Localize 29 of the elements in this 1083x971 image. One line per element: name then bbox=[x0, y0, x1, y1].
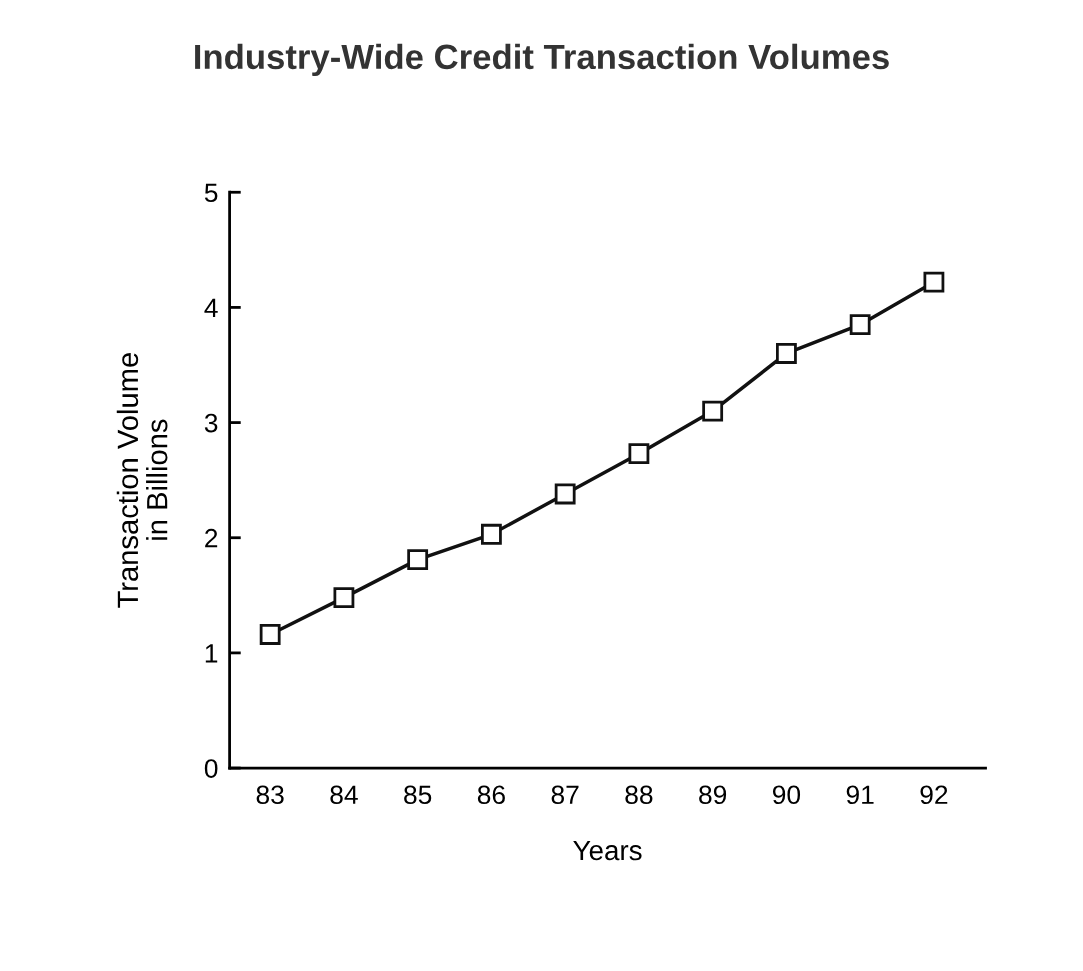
point bbox=[333, 587, 355, 609]
y-tick-label: 0 bbox=[204, 759, 218, 778]
x-tick-label: 85 bbox=[404, 785, 432, 805]
y-tick-label: 3 bbox=[204, 413, 218, 433]
point bbox=[628, 443, 650, 465]
x-tick-label: 83 bbox=[256, 785, 284, 805]
x-tick-label: 87 bbox=[551, 785, 579, 805]
point bbox=[407, 549, 429, 571]
y-tick-label: 1 bbox=[205, 644, 218, 663]
point bbox=[849, 314, 871, 336]
y-tick-label: 2 bbox=[205, 528, 218, 548]
x-tick-label: 90 bbox=[772, 785, 801, 805]
point bbox=[480, 523, 502, 545]
chart-title: Industry-Wide Credit Transaction Volumes bbox=[195, 43, 889, 77]
y-tick-label: 4 bbox=[204, 298, 218, 317]
x-tick-label: 86 bbox=[477, 785, 505, 805]
x-tick-label: 88 bbox=[625, 785, 653, 805]
x-tick-label: 89 bbox=[699, 785, 727, 805]
y-tick-label: 5 bbox=[204, 183, 218, 203]
point bbox=[775, 343, 797, 364]
point bbox=[259, 624, 281, 645]
x-tick-label: 92 bbox=[920, 785, 948, 805]
point bbox=[923, 271, 945, 293]
y-axis-title: Transaction Volume in Billions bbox=[116, 353, 168, 608]
x-tick-label: 91 bbox=[846, 785, 874, 805]
x-axis-title: Years bbox=[573, 840, 642, 861]
point bbox=[702, 400, 724, 422]
x-tick-label: 84 bbox=[330, 785, 358, 805]
point bbox=[554, 483, 576, 505]
